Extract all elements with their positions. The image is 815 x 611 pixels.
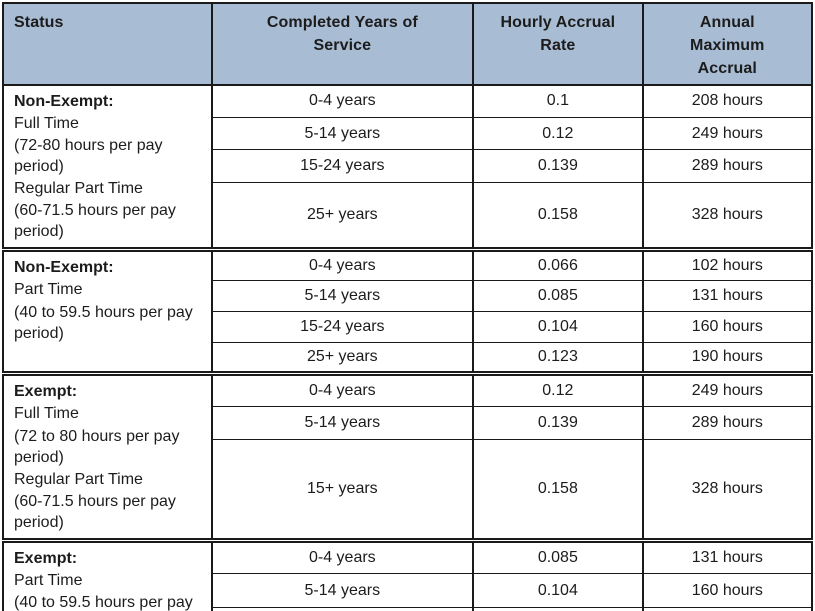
table-row: Non-Exempt: Part Time (40 to 59.5 hours … bbox=[2, 247, 814, 375]
annual-max-cell: 190 hours bbox=[641, 342, 814, 375]
table-row: 15+ years 0.123 190 hours bbox=[3, 606, 814, 611]
annual-max-cell: 160 hours bbox=[641, 573, 814, 608]
status-title: Exempt: bbox=[14, 383, 78, 401]
table-row: 15+ years 0.158 328 hours bbox=[3, 439, 814, 542]
rate-cell: 0.085 bbox=[472, 280, 644, 313]
status-cell-nonexempt-parttime: Non-Exempt: Part Time (40 to 59.5 hours … bbox=[2, 247, 213, 375]
header-status-label: Status bbox=[14, 14, 64, 31]
annual-max-cell: 249 hours bbox=[641, 371, 814, 408]
years-cell: 5-14 years bbox=[210, 280, 475, 313]
rate-cell: 0.123 bbox=[472, 606, 644, 611]
annual-max-cell: 289 hours bbox=[641, 406, 814, 441]
years-cell: 0-4 years bbox=[210, 538, 475, 575]
years-cell: 5-14 years bbox=[210, 573, 475, 608]
annual-max-cell: 131 hours bbox=[641, 538, 814, 575]
header-completed-years: Completed Years of Service bbox=[210, 2, 475, 86]
table-row: 15-24 years 0.139 289 hours bbox=[3, 149, 814, 183]
status-title: Non-Exempt: bbox=[14, 92, 114, 110]
years-cell: 5-14 years bbox=[210, 406, 475, 441]
years-cell: 15+ years bbox=[210, 606, 475, 611]
years-cell: 25+ years bbox=[210, 181, 475, 251]
table-row: Exempt: Part Time (40 to 59.5 hours per … bbox=[2, 538, 814, 611]
rate-cell: 0.139 bbox=[472, 149, 644, 183]
years-cell: 5-14 years bbox=[210, 116, 475, 151]
status-cell-exempt-parttime: Exempt: Part Time (40 to 59.5 hours per … bbox=[2, 538, 213, 611]
annual-max-cell: 328 hours bbox=[641, 439, 814, 542]
table-row: 25+ years 0.123 190 hours bbox=[3, 342, 814, 375]
rate-cell: 0.104 bbox=[472, 311, 644, 344]
rate-cell: 0.085 bbox=[472, 538, 644, 575]
rate-cell: 0.123 bbox=[472, 342, 644, 375]
status-cell-nonexempt-fulltime: Non-Exempt: Full Time (72-80 hours per p… bbox=[2, 84, 213, 251]
header-hourly-accrual-rate-label: Hourly Accrual Rate bbox=[500, 14, 616, 55]
header-annual-maximum-accrual: Annual Maximum Accrual bbox=[641, 2, 814, 86]
status-line: (60-71.5 hours per pay period) bbox=[14, 492, 176, 531]
table-row: 5-14 years 0.12 249 hours bbox=[3, 116, 814, 151]
header-completed-years-label: Completed Years of Service bbox=[266, 14, 418, 55]
years-cell: 15+ years bbox=[210, 439, 475, 542]
rate-cell: 0.12 bbox=[472, 116, 644, 151]
years-cell: 0-4 years bbox=[210, 84, 475, 118]
rate-cell: 0.104 bbox=[472, 573, 644, 608]
years-cell: 0-4 years bbox=[210, 371, 475, 408]
rate-cell: 0.158 bbox=[472, 181, 644, 251]
annual-max-cell: 208 hours bbox=[641, 84, 814, 118]
rate-cell: 0.139 bbox=[472, 406, 644, 441]
header-status: Status bbox=[2, 2, 213, 86]
status-line: (40 to 59.5 hours per pay period) bbox=[14, 594, 193, 611]
table-row: 5-14 years 0.139 289 hours bbox=[3, 406, 814, 441]
years-cell: 15-24 years bbox=[210, 311, 475, 344]
status-line: Part Time bbox=[14, 281, 83, 299]
annual-max-cell: 160 hours bbox=[641, 311, 814, 344]
header-row: Status Completed Years of Service Hourly… bbox=[2, 2, 814, 86]
years-cell: 15-24 years bbox=[210, 149, 475, 183]
status-line: Full Time bbox=[14, 405, 79, 423]
table-row: Exempt: Full Time (72 to 80 hours per pa… bbox=[2, 371, 814, 542]
table-row: 15-24 years 0.104 160 hours bbox=[3, 311, 814, 344]
table-row: 5-14 years 0.104 160 hours bbox=[3, 573, 814, 608]
status-line: Regular Part Time bbox=[14, 470, 143, 488]
annual-max-cell: 190 hours bbox=[641, 606, 814, 611]
status-line: (72 to 80 hours per pay period) bbox=[14, 427, 180, 466]
rate-cell: 0.158 bbox=[472, 439, 644, 542]
years-cell: 25+ years bbox=[210, 342, 475, 375]
table-row: 5-14 years 0.085 131 hours bbox=[3, 280, 814, 313]
status-line: Regular Part Time bbox=[14, 180, 143, 197]
table-row: 25+ years 0.158 328 hours bbox=[3, 181, 814, 251]
annual-max-cell: 102 hours bbox=[641, 247, 814, 282]
status-cell-exempt-fulltime: Exempt: Full Time (72 to 80 hours per pa… bbox=[2, 371, 213, 542]
status-title: Exempt: bbox=[14, 550, 78, 568]
header-annual-maximum-accrual-label: Annual Maximum Accrual bbox=[690, 14, 765, 78]
rate-cell: 0.1 bbox=[472, 84, 644, 118]
status-line: Part Time bbox=[14, 572, 83, 590]
status-line: Full Time bbox=[14, 114, 79, 132]
status-line: (72-80 hours per pay period) bbox=[14, 136, 163, 175]
table-row: Non-Exempt: Full Time (72-80 hours per p… bbox=[2, 84, 814, 251]
rate-cell: 0.12 bbox=[472, 371, 644, 408]
years-cell: 0-4 years bbox=[210, 247, 475, 282]
annual-max-cell: 249 hours bbox=[641, 116, 814, 151]
status-line: (40 to 59.5 hours per pay period) bbox=[14, 303, 193, 342]
annual-max-cell: 289 hours bbox=[641, 149, 814, 183]
status-line: (60-71.5 hours per pay period) bbox=[14, 202, 176, 241]
rate-cell: 0.066 bbox=[472, 247, 644, 282]
status-title: Non-Exempt: bbox=[14, 259, 114, 277]
header-hourly-accrual-rate: Hourly Accrual Rate bbox=[472, 2, 644, 86]
annual-max-cell: 131 hours bbox=[641, 280, 814, 313]
annual-max-cell: 328 hours bbox=[641, 181, 814, 251]
